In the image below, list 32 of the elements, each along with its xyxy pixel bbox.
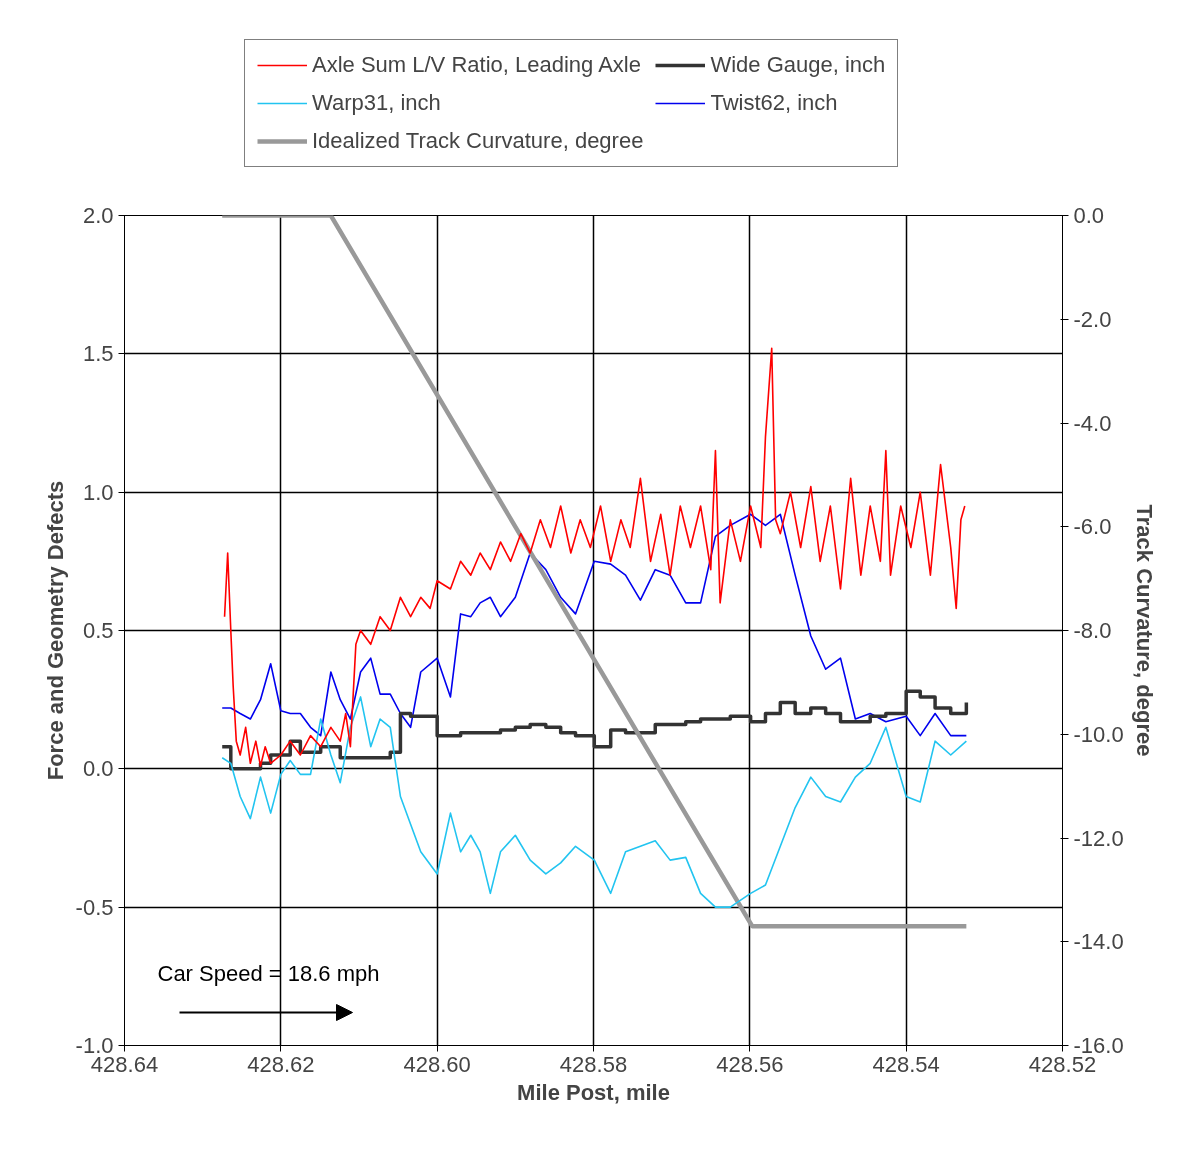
x-tick-label: 428.58 <box>559 1051 628 1077</box>
y-tick-label: 0.5 <box>82 618 114 643</box>
y-tick-label: 1.0 <box>82 479 114 505</box>
y2-tick-label: -8.0 <box>1073 618 1112 643</box>
legend-label: Twist62, inch <box>710 90 838 116</box>
y2-tick-label: -16.0 <box>1073 1033 1124 1058</box>
y-tick-label: 0.0 <box>82 756 114 782</box>
legend-label: Wide Gauge, inch <box>710 52 886 78</box>
y2-tick-label: 0.0 <box>1073 203 1105 228</box>
y-tick-label: -1.0 <box>75 1033 114 1058</box>
legend-label: Axle Sum L/V Ratio, Leading Axle <box>312 52 641 78</box>
x-axis-title: Mile Post, mile <box>517 1079 670 1105</box>
y-tick-label: 1.5 <box>82 341 114 367</box>
y2-tick-label: -4.0 <box>1073 410 1112 436</box>
legend-label: Warp31, inch <box>312 90 441 116</box>
y2-tick-label: -6.0 <box>1073 514 1112 540</box>
x-tick-label: 428.54 <box>872 1051 940 1077</box>
y-axis-title: Force and Geometry Defects <box>42 480 68 781</box>
y2-tick-label: -14.0 <box>1073 929 1124 955</box>
y-tick-label: -0.5 <box>75 894 114 920</box>
legend-label: Idealized Track Curvature, degree <box>312 128 644 154</box>
x-tick-label: 428.56 <box>716 1051 784 1077</box>
y2-axis-title: Track Curvature, degree <box>1131 504 1157 757</box>
y2-tick-label: -2.0 <box>1073 306 1112 332</box>
line-series <box>221 513 968 737</box>
x-tick-label: 428.62 <box>247 1051 315 1077</box>
x-tick-label: 428.60 <box>403 1051 471 1077</box>
y2-tick-label: -10.0 <box>1073 721 1124 747</box>
y-tick-label: 2.0 <box>82 203 114 228</box>
line-series <box>221 696 968 908</box>
line-series <box>223 347 966 767</box>
y2-tick-label: -12.0 <box>1073 825 1124 851</box>
